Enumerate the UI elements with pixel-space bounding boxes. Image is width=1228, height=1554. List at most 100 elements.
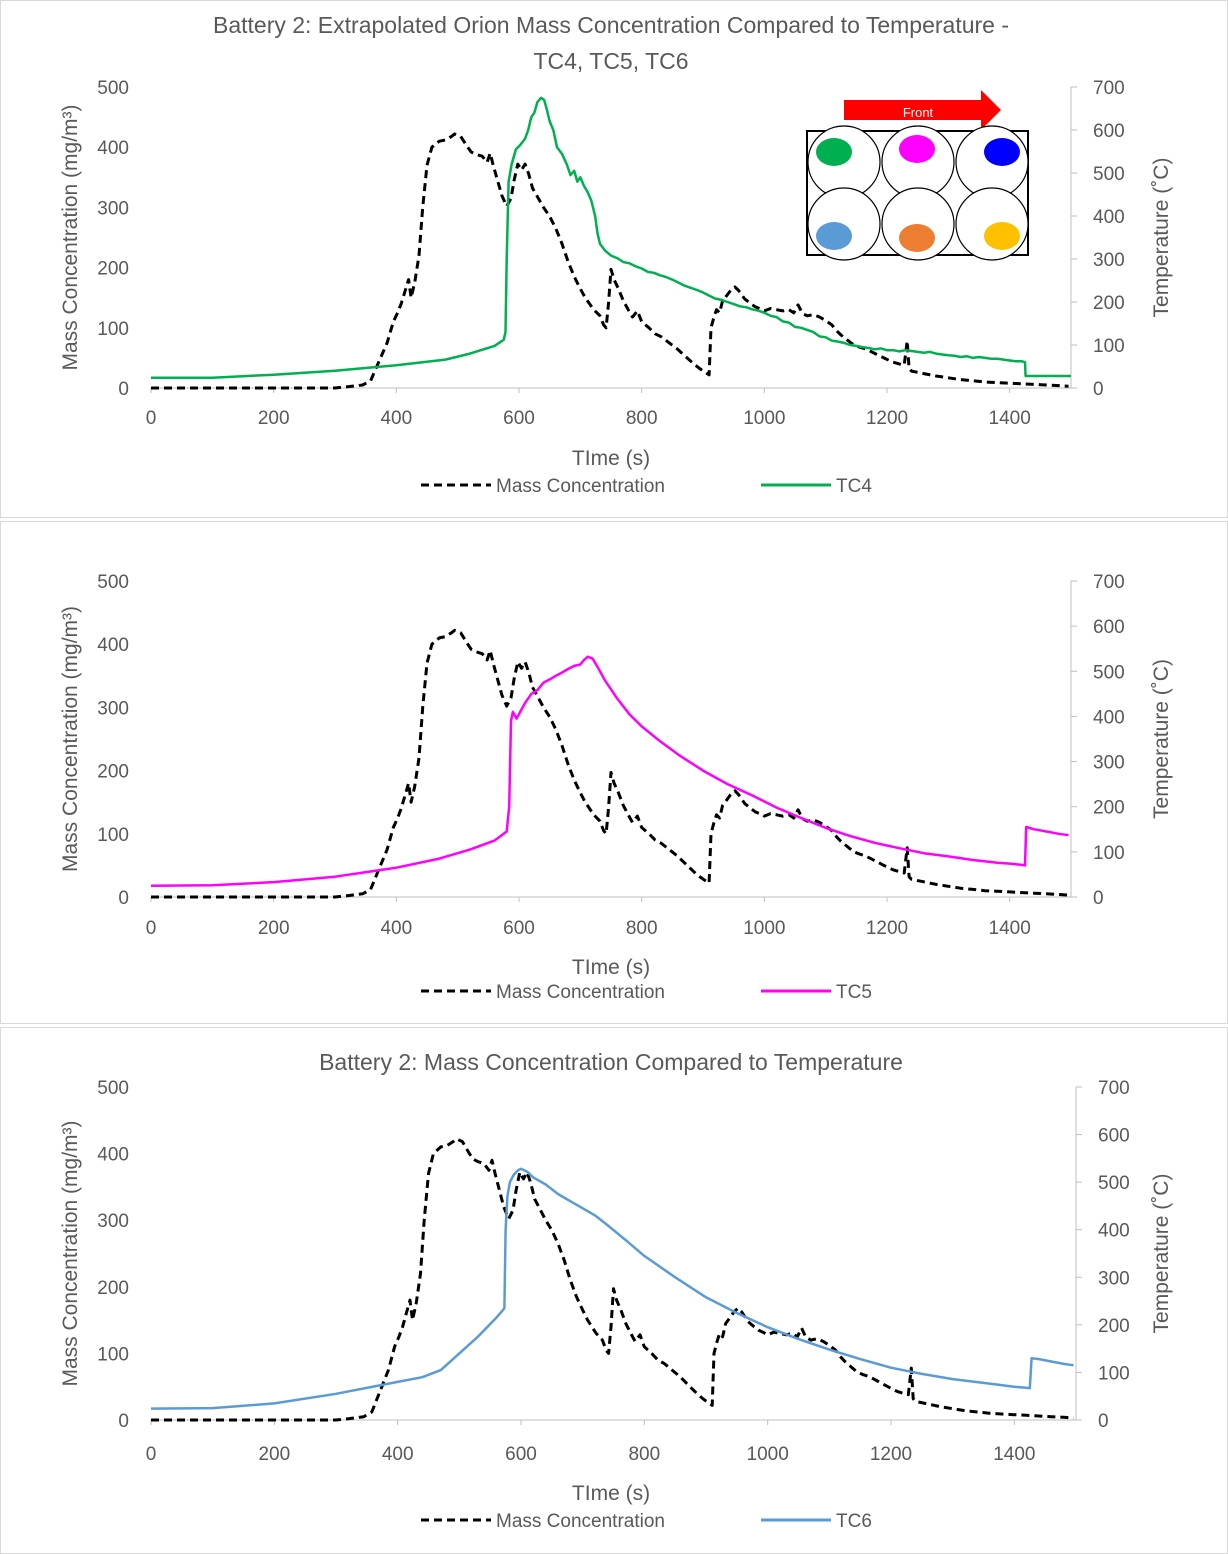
y2-tick-label: 300 (1093, 753, 1125, 774)
y-tick-label: 200 (97, 1278, 129, 1299)
x-tick-label: 400 (380, 408, 412, 429)
y2-tick-label: 600 (1098, 1126, 1130, 1147)
y2-tick-label: 500 (1093, 164, 1125, 185)
x-tick-label: 800 (626, 408, 658, 429)
x-tick-label: 1200 (870, 1444, 912, 1465)
x-tick-label: 1400 (989, 918, 1031, 939)
x-tick-label: 1200 (866, 918, 908, 939)
y-axis-label: Mass Concentration (mg/m³) (59, 606, 82, 872)
x-axis-label: TIme (s) (572, 447, 650, 470)
x-tick-label: 0 (146, 918, 157, 939)
y2-tick-label: 100 (1093, 843, 1125, 864)
x-tick-label: 1000 (747, 1444, 789, 1465)
x-tick-label: 1400 (993, 1444, 1035, 1465)
x-axis-label: TIme (s) (572, 1482, 650, 1505)
y2-tick-label: 500 (1098, 1173, 1130, 1194)
y2-axis-label: Temperature (˚C) (1150, 1174, 1173, 1334)
y2-tick-label: 700 (1098, 1078, 1130, 1099)
x-tick-label: 600 (505, 1444, 537, 1465)
x-tick-label: 800 (626, 918, 658, 939)
x-tick-label: 600 (503, 408, 535, 429)
y-tick-label: 500 (97, 78, 129, 99)
y-tick-label: 400 (97, 635, 129, 656)
chart-title: Battery 2: Extrapolated Orion Mass Conce… (213, 12, 1009, 38)
y-tick-label: 100 (97, 1344, 129, 1365)
x-tick-label: 1400 (989, 408, 1031, 429)
x-tick-label: 200 (258, 1444, 290, 1465)
x-tick-label: 600 (503, 918, 535, 939)
y-tick-label: 100 (97, 319, 129, 340)
y2-tick-label: 500 (1093, 662, 1125, 683)
y-tick-label: 200 (97, 762, 129, 783)
y-tick-label: 400 (97, 138, 129, 159)
y-tick-label: 300 (97, 1211, 129, 1232)
x-tick-label: 1000 (743, 408, 785, 429)
chart-panel-tc5: 0 200 400 600 800 1000 1200 1400 0 100 200 300 400 50… (0, 521, 1228, 1024)
series-line-mass-concentration (151, 1137, 1074, 1422)
cell-outline (807, 187, 881, 261)
series-line-tc6 (150, 1167, 1074, 1410)
series-line-tc5 (150, 655, 1069, 887)
y2-tick-label: 400 (1098, 1221, 1130, 1242)
chart-title: TC4, TC5, TC6 (533, 48, 688, 74)
y2-tick-label: 300 (1098, 1268, 1130, 1289)
legend-label: Mass Concentration (496, 476, 665, 497)
y2-tick-label: 400 (1093, 207, 1125, 228)
chart-tc5: 0 200 400 600 800 1000 1200 1400010020030040050… (59, 572, 1173, 1003)
y-tick-label: 400 (97, 1145, 129, 1166)
y-tick-label: 0 (118, 1411, 129, 1432)
cell-marker (816, 222, 852, 250)
legend-label: Mass Concentration (496, 1511, 665, 1532)
y-tick-label: 500 (97, 1078, 129, 1099)
chart-panel-tc4: Battery 2: Extrapolated Orion Mass Conce… (0, 0, 1228, 518)
x-tick-label: 400 (380, 918, 412, 939)
cell-marker (899, 135, 935, 163)
series-line-tc4 (151, 96, 1071, 379)
x-tick-label: 0 (146, 1444, 157, 1465)
y-tick-label: 200 (97, 259, 129, 280)
chart-title: Battery 2: Mass Concentration Compared t… (319, 1049, 903, 1075)
cell-marker (816, 138, 852, 166)
y-tick-label: 100 (97, 825, 129, 846)
front-arrow (844, 90, 1001, 130)
chart-tc6: Battery 2: Mass Concentration Compared t… (59, 1049, 1173, 1532)
y2-tick-label: 700 (1093, 572, 1125, 593)
y2-tick-label: 300 (1093, 250, 1125, 271)
cell-marker (984, 138, 1020, 166)
y2-tick-label: 200 (1093, 293, 1125, 314)
y-axis-label: Mass Concentration (mg/m³) (59, 104, 82, 370)
chart-panel-tc6: Battery 2: Mass Concentration Compared t… (0, 1027, 1228, 1554)
front-label: Front (903, 105, 934, 120)
x-tick-label: 0 (146, 408, 157, 429)
x-tick-label: 200 (258, 408, 290, 429)
x-tick-label: 400 (382, 1444, 414, 1465)
cell-marker (984, 222, 1020, 250)
y2-tick-label: 600 (1093, 121, 1125, 142)
y-tick-label: 300 (97, 698, 129, 719)
y2-tick-label: 400 (1093, 707, 1125, 728)
cell-marker (899, 224, 935, 252)
y-tick-label: 0 (118, 888, 129, 909)
series-line-mass-concentration (151, 132, 1069, 390)
legend-label: Mass Concentration (496, 982, 665, 1003)
legend-label: TC6 (836, 1511, 872, 1532)
x-tick-label: 200 (258, 918, 290, 939)
x-axis-label: TIme (s) (572, 956, 650, 979)
y2-tick-label: 0 (1098, 1411, 1109, 1432)
y-tick-label: 0 (118, 379, 129, 400)
x-tick-label: 1000 (743, 918, 785, 939)
y2-tick-label: 200 (1093, 798, 1125, 819)
y2-tick-label: 0 (1093, 888, 1104, 909)
y2-tick-label: 100 (1093, 336, 1125, 357)
x-tick-label: 1200 (866, 408, 908, 429)
legend-label: TC5 (836, 982, 872, 1003)
y-tick-label: 300 (97, 198, 129, 219)
battery-layout-inset: Front (806, 90, 1029, 261)
cell-outline (955, 187, 1029, 261)
y2-axis-label: Temperature (˚C) (1150, 659, 1173, 819)
y2-tick-label: 100 (1098, 1363, 1130, 1384)
y-axis-label: Mass Concentration (mg/m³) (59, 1120, 82, 1386)
y-tick-label: 500 (97, 572, 129, 593)
chart-tc4: Battery 2: Extrapolated Orion Mass Conce… (59, 12, 1173, 497)
series-line-mass-concentration (151, 628, 1069, 899)
